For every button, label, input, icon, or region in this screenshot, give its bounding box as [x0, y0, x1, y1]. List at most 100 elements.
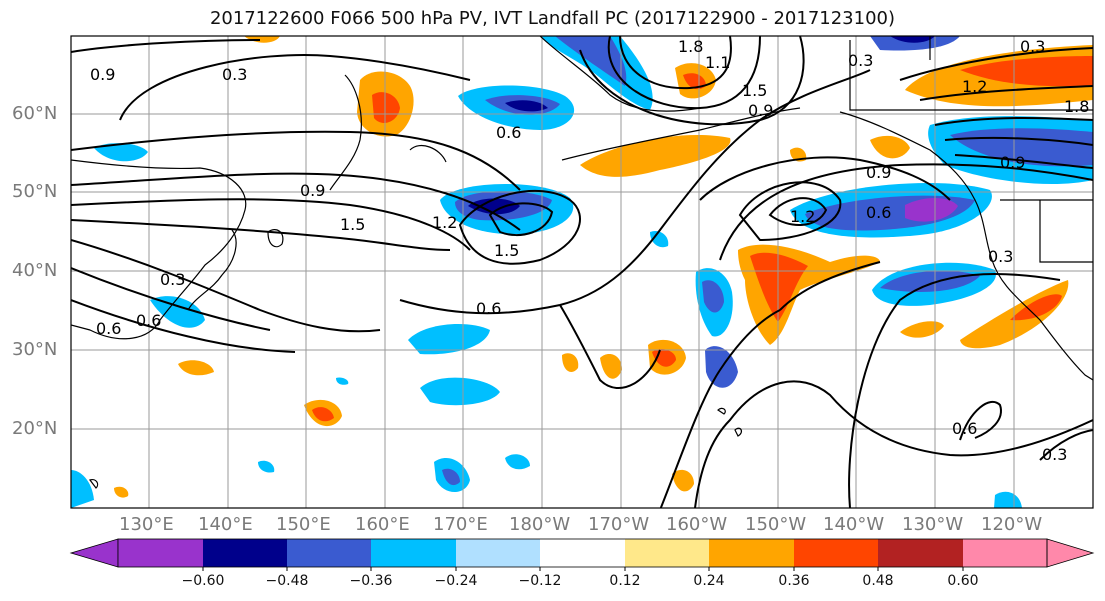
lon-label: 150°E	[276, 514, 331, 535]
lon-label: 170°W	[588, 514, 650, 535]
contour-label: 0.3	[1020, 37, 1045, 56]
lat-label: 50°N	[12, 181, 58, 202]
colorbar-bin	[540, 539, 625, 567]
contour-label: 0.3	[988, 247, 1013, 266]
colorbar-tick-label: −0.60	[181, 573, 225, 589]
colorbar-tick-label: 0.48	[862, 573, 894, 589]
pv-positive-region	[562, 353, 579, 372]
pv-negative-region	[71, 470, 94, 508]
contour-label: 0.6	[96, 319, 121, 338]
pv-negative-region	[505, 454, 530, 470]
pv-positive-region	[1010, 294, 1062, 321]
contour-label: 0.9	[90, 65, 115, 84]
colorbar-tick-label: 0.60	[947, 573, 979, 589]
contour-label: 0.6	[136, 311, 161, 330]
lon-label: 120°W	[981, 514, 1043, 535]
lat-label: 30°N	[12, 339, 58, 360]
pv-negative-region	[258, 460, 275, 473]
pv-positive-region	[672, 469, 694, 492]
colorbar-bin	[118, 539, 203, 567]
pv-negative-region	[442, 468, 460, 486]
pv-negative-region	[540, 36, 653, 110]
pv-negative-region	[505, 100, 548, 112]
colorbar-low-extension	[69, 538, 119, 568]
graticule	[71, 36, 1093, 508]
contour-label: 1.2	[790, 207, 815, 226]
contour-label: 0.3	[1042, 445, 1067, 464]
lon-label: 160°W	[666, 514, 728, 535]
pv-negative-region	[870, 36, 960, 51]
colorbar-bin	[287, 539, 371, 567]
contour-label: 0.3	[848, 51, 873, 70]
pv-positive-region	[683, 73, 706, 90]
contour-label: 0.6	[866, 203, 891, 222]
pv-negative-region	[994, 491, 1022, 508]
contour-label: 0.3	[160, 270, 185, 289]
contour-label: 0.6	[952, 419, 977, 438]
colorbar-bin	[709, 539, 794, 567]
pv-positive-region	[900, 321, 944, 338]
colorbar-tick-label: 0.36	[778, 573, 810, 589]
pv-negative-region	[890, 36, 935, 43]
contour-label: 1.5	[742, 81, 767, 100]
pv-negative-region	[650, 230, 669, 248]
pv-positive-region	[244, 36, 280, 43]
lon-label: 130°W	[902, 514, 964, 535]
colorbar-bin	[203, 539, 287, 567]
pv-negative-region	[702, 280, 724, 313]
lon-label: 180°W	[509, 514, 571, 535]
colorbar-bin	[963, 539, 1047, 567]
contour-label: 1.8	[678, 37, 703, 56]
pv-negative-region	[408, 324, 490, 355]
contour-label: 0.6	[496, 123, 521, 142]
pv-negative-region	[420, 377, 500, 406]
lon-label: 140°W	[823, 514, 885, 535]
colorbar-tick-label: 0.12	[609, 573, 641, 589]
pv-negative-region	[880, 270, 980, 292]
map-frame	[70, 35, 1094, 509]
lon-label: 170°E	[433, 514, 488, 535]
pv-positive-region	[312, 407, 334, 422]
pv-positive-region	[750, 252, 808, 322]
lon-label: 150°W	[745, 514, 807, 535]
lon-label: 130°E	[119, 514, 174, 535]
contour-label: 0.3	[222, 65, 247, 84]
contour-labels: 0.9 0.3 1.8 1.1 1.5 0.9 0.3 0.6 0.9 1.5 …	[90, 37, 1089, 464]
contour-label: 1.5	[494, 241, 519, 260]
map-title: 2017122600 F066 500 hPa PV, IVT Landfall…	[209, 8, 896, 29]
pv-positive-region	[372, 92, 400, 123]
contour-label: 1.2	[432, 213, 457, 232]
pv-negative-region	[94, 143, 148, 162]
contour-label: 0.6	[476, 299, 501, 318]
contour-label: 0.9	[866, 163, 891, 182]
colorbar-bin	[878, 539, 963, 567]
colorbar-tick-label: 0.24	[693, 573, 725, 589]
pv-positive-region	[870, 135, 910, 159]
lat-label: 60°N	[12, 103, 58, 124]
pv-negative-region	[336, 377, 349, 385]
contour-label: 0.9	[748, 101, 773, 120]
pv-negative-region	[468, 198, 520, 215]
contour-label: 1.5	[340, 215, 365, 234]
contour-label: 1.2	[962, 77, 987, 96]
contour-label: 1.8	[1064, 97, 1089, 116]
pv-negative-region	[905, 197, 958, 222]
contour-label: 0.9	[1000, 153, 1025, 172]
pv-positive-region	[960, 56, 1093, 87]
pv-positive-region	[178, 360, 214, 376]
lat-label: 20°N	[12, 418, 58, 439]
colorbar-tick-label: −0.12	[518, 573, 562, 589]
colorbar-bin	[456, 539, 540, 567]
lat-label: 40°N	[12, 260, 58, 281]
pv-negative-region	[150, 296, 205, 328]
pv-shading	[71, 36, 1093, 508]
lon-label: 160°E	[355, 514, 410, 535]
colorbar-tick-label: −0.24	[434, 573, 478, 589]
pv-positive-region	[600, 354, 622, 379]
colorbar-bin	[371, 539, 456, 567]
pv-contours	[71, 36, 1093, 508]
colorbar-tick-label: −0.36	[349, 573, 393, 589]
colorbar-tick-label: −0.48	[265, 573, 309, 589]
pv-positive-region	[114, 486, 129, 498]
colorbar-bin	[794, 539, 878, 567]
